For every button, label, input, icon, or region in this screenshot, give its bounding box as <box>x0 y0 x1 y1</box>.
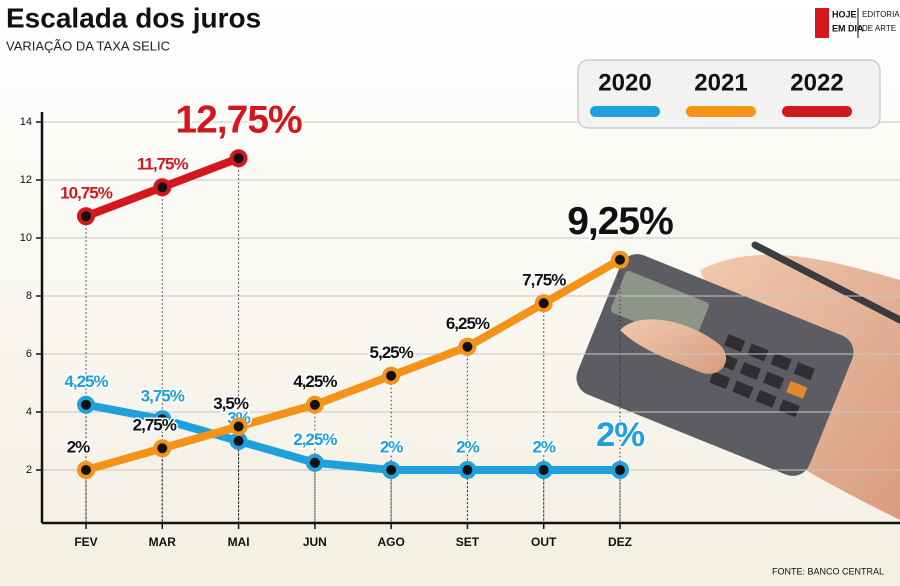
point <box>611 250 629 269</box>
data-label: 5,25% <box>370 343 414 362</box>
data-label: 6,25% <box>446 314 490 333</box>
point <box>153 178 172 197</box>
data-label: 2% <box>456 437 479 456</box>
data-label: 2,75% <box>133 416 177 435</box>
y-tick-label: 14 <box>20 116 32 128</box>
x-tick-label: OUT <box>531 535 557 549</box>
y-tick-label: 12 <box>20 174 32 186</box>
legend-label: 2022 <box>790 69 843 96</box>
point <box>229 432 248 450</box>
y-tick-label: 2 <box>26 464 32 476</box>
legend-swatch <box>686 106 756 117</box>
x-tick-label: MAR <box>149 535 177 549</box>
chart-title: Escalada dos juros <box>6 2 261 33</box>
legend: 2020 2021 2022 <box>577 59 881 129</box>
x-tick-label: FEV <box>74 535 97 549</box>
point <box>77 461 95 479</box>
point <box>534 461 553 479</box>
logo-text: HOJE <box>832 9 857 19</box>
data-label: 12,75% <box>175 99 302 142</box>
x-tick-label: JUN <box>303 535 327 549</box>
data-label: 2% <box>596 416 644 454</box>
data-label: 4,25% <box>64 372 108 391</box>
data-label: 7,75% <box>522 271 566 290</box>
y-tick-label: 6 <box>26 348 32 360</box>
logo-text: DE ARTE <box>862 24 896 33</box>
point <box>153 439 172 458</box>
data-label: 9,25% <box>567 200 673 243</box>
legend-label: 2020 <box>598 69 651 96</box>
logo-text: EM DIA <box>832 23 864 33</box>
series-line <box>82 255 624 474</box>
calculator-photo <box>576 241 900 520</box>
point <box>77 207 95 226</box>
point <box>305 453 324 472</box>
logo-text: EDITORIA <box>862 10 900 19</box>
x-tick-label: SET <box>456 535 480 549</box>
x-tick-label: DEZ <box>608 535 632 549</box>
x-tick-label: AGO <box>377 535 404 549</box>
point <box>77 395 95 414</box>
x-tick-label: MAI <box>228 535 250 549</box>
source: FONTE: BANCO CENTRAL <box>772 566 884 576</box>
point <box>229 149 248 168</box>
point <box>458 461 477 479</box>
data-label: 3,75% <box>141 387 185 406</box>
chart-subtitle: VARIAÇÃO DA TAXA SELIC <box>6 38 170 53</box>
legend-swatch <box>782 106 852 117</box>
y-tick-label: 4 <box>26 406 32 418</box>
point <box>534 294 553 313</box>
y-tick-label: 8 <box>26 290 32 302</box>
y-tick-label: 10 <box>20 232 32 244</box>
point <box>382 461 401 479</box>
point <box>611 461 629 479</box>
data-label: 4,25% <box>293 372 337 391</box>
point <box>458 337 477 356</box>
data-label: 2,25% <box>293 430 337 449</box>
series-line <box>82 400 624 474</box>
logo-mark <box>815 8 829 38</box>
grid <box>42 121 900 523</box>
legend-swatch <box>590 106 660 117</box>
point <box>305 395 324 414</box>
point <box>153 410 172 429</box>
data-label: 11,75% <box>137 155 189 174</box>
data-label: 2% <box>532 437 555 456</box>
data-label: 3,5% <box>213 394 249 413</box>
logo: HOJE EM DIA EDITORIA DE ARTE <box>815 8 900 38</box>
data-label: 2% <box>380 437 403 456</box>
data-label: 2% <box>67 437 90 456</box>
point <box>382 366 401 385</box>
legend-label: 2021 <box>694 69 747 96</box>
data-label: 10,75% <box>60 184 113 203</box>
point <box>229 417 248 436</box>
